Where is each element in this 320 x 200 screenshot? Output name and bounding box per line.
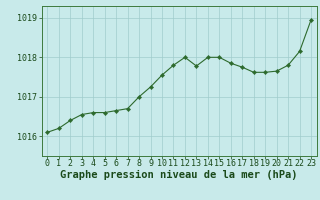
X-axis label: Graphe pression niveau de la mer (hPa): Graphe pression niveau de la mer (hPa) [60, 170, 298, 180]
